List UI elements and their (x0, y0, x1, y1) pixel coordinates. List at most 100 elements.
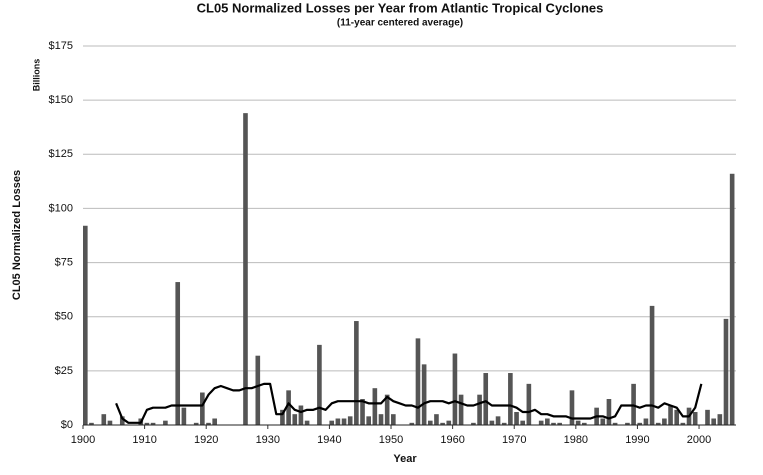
bar (662, 418, 667, 425)
bar (717, 414, 723, 425)
bar (181, 407, 187, 425)
bar (729, 173, 735, 425)
bar (119, 416, 125, 425)
chart-subtitle: (11-year centered average) (337, 18, 463, 29)
bar (434, 414, 439, 425)
bar (366, 416, 371, 425)
x-tick-label: 1900 (71, 434, 95, 446)
bar (612, 422, 618, 425)
bar (391, 414, 396, 425)
bar (452, 353, 458, 425)
x-tick-label: 1960 (440, 434, 464, 446)
bar (292, 414, 298, 425)
bar (649, 305, 655, 425)
bar (144, 422, 150, 425)
y-tick-label: $150 (49, 94, 73, 106)
bar (600, 418, 606, 425)
bar (551, 422, 556, 425)
bar (723, 318, 729, 425)
bar (514, 412, 519, 425)
bar (150, 422, 156, 425)
bar (427, 420, 433, 425)
bar (495, 416, 501, 425)
bar (354, 321, 359, 425)
x-tick-label: 2000 (687, 434, 711, 446)
bar (581, 422, 587, 425)
x-tick-label: 1910 (132, 434, 156, 446)
bar (409, 422, 415, 425)
bar (304, 420, 310, 425)
bar (575, 420, 581, 425)
y-tick-label: $25 (55, 365, 73, 377)
bar (557, 422, 562, 425)
bar (298, 405, 304, 425)
bar (317, 344, 322, 425)
bar (526, 383, 532, 425)
x-tick-label: 1940 (317, 434, 341, 446)
x-tick-label: 1980 (564, 434, 588, 446)
x-axis-title: Year (393, 453, 417, 465)
bar (569, 390, 575, 425)
x-tick-label: 1920 (194, 434, 218, 446)
bar (637, 422, 643, 425)
y-tick-label: $75 (55, 256, 73, 268)
x-tick-label: 1930 (256, 434, 280, 446)
bar (193, 422, 199, 425)
bar (668, 405, 673, 425)
bar (421, 364, 427, 425)
bar (643, 418, 649, 425)
bar (378, 414, 384, 425)
bar (692, 412, 698, 425)
bar (520, 420, 526, 425)
bar (341, 418, 347, 425)
average-line (115, 382, 703, 424)
bar (384, 394, 390, 425)
bar (212, 418, 217, 425)
bar (175, 282, 181, 425)
y-tick-label: $175 (49, 40, 73, 52)
bar (335, 418, 341, 425)
bar (347, 416, 353, 425)
bar (89, 422, 94, 425)
bar (545, 418, 550, 425)
chart-title: CL05 Normalized Losses per Year from Atl… (197, 0, 604, 15)
bar (625, 422, 630, 425)
x-tick-label: 1990 (625, 434, 649, 446)
y-axis-title: CL05 Normalized Losses (11, 170, 23, 300)
bar (501, 422, 507, 425)
bar (107, 420, 113, 425)
bar (415, 338, 421, 425)
bar (655, 422, 661, 425)
bar (508, 373, 513, 425)
bar (489, 420, 495, 425)
bar (483, 373, 489, 425)
y-unit: Billions (31, 59, 41, 92)
bar (705, 409, 710, 425)
bar (280, 409, 285, 425)
bar (83, 225, 88, 425)
bar (101, 414, 107, 425)
bar (674, 409, 680, 425)
y-tick-label: $125 (49, 148, 73, 160)
x-tick-label: 1970 (502, 434, 526, 446)
bar (255, 355, 261, 425)
bar (440, 422, 445, 425)
bar (538, 420, 544, 425)
bar (329, 420, 335, 425)
bar (477, 394, 482, 425)
bar (200, 392, 205, 425)
y-tick-label: $0 (61, 419, 73, 431)
bar (206, 422, 211, 425)
y-tick-label: $50 (55, 311, 73, 323)
bar (372, 388, 378, 425)
bar (360, 399, 365, 425)
bar (711, 418, 716, 425)
bar (286, 390, 291, 425)
bar (606, 399, 612, 425)
x-tick-label: 1950 (379, 434, 403, 446)
bar (680, 422, 686, 425)
bar (163, 420, 168, 425)
bar (458, 394, 464, 425)
bar (446, 420, 452, 425)
